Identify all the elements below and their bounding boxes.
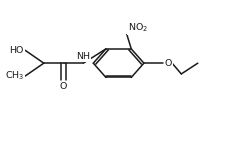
Text: NH: NH bbox=[76, 52, 90, 61]
Text: NO$_2$: NO$_2$ bbox=[127, 21, 148, 34]
Text: O: O bbox=[164, 59, 171, 68]
Text: HO: HO bbox=[10, 46, 24, 55]
Text: CH$_3$: CH$_3$ bbox=[4, 70, 24, 82]
Text: O: O bbox=[60, 82, 67, 91]
